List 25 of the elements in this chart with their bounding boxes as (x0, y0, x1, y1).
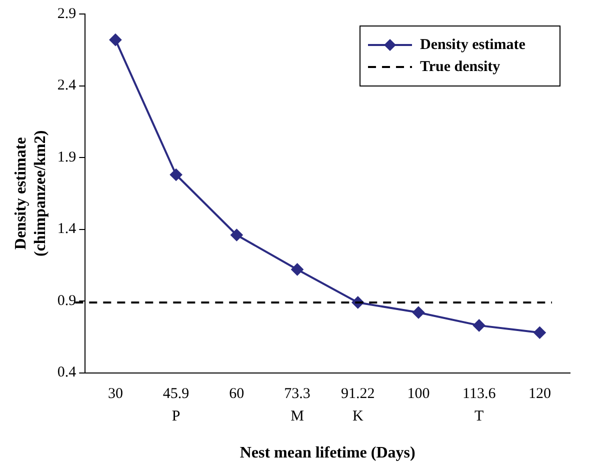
x-tick-label: 113.6 T (462, 386, 496, 424)
x-axis-title: Nest mean lifetime (Days) (240, 444, 416, 462)
y-axis-title: Density estimate (chimpanzee/km2) (12, 130, 49, 256)
y-tick-label: 0.4 (57, 364, 77, 381)
x-tick-label: 91.22 K (341, 386, 375, 424)
point (109, 34, 122, 46)
y-tick-label: 1.4 (57, 221, 77, 238)
legend-label: Density estimate (420, 36, 526, 53)
point (473, 319, 486, 332)
legend-label: True density (420, 58, 501, 75)
point (412, 306, 424, 319)
y-tick-label: 2.9 (57, 6, 76, 22)
y-tick-label: 0.9 (57, 292, 76, 309)
x-tick-label: 100 (407, 386, 430, 402)
x-tick-label: 73.3 M (284, 386, 310, 424)
y-tick-label: 1.9 (57, 149, 76, 166)
point (170, 168, 182, 181)
x-tick-label: 30 (108, 386, 123, 402)
y-tick-label: 2.4 (57, 78, 77, 94)
point (291, 263, 304, 276)
point (230, 229, 243, 242)
x-tick-label: 60 (229, 386, 244, 402)
x-tick-label: 45.9 P (162, 386, 190, 424)
x-tick-label: 120 (528, 386, 551, 402)
point (534, 326, 546, 339)
